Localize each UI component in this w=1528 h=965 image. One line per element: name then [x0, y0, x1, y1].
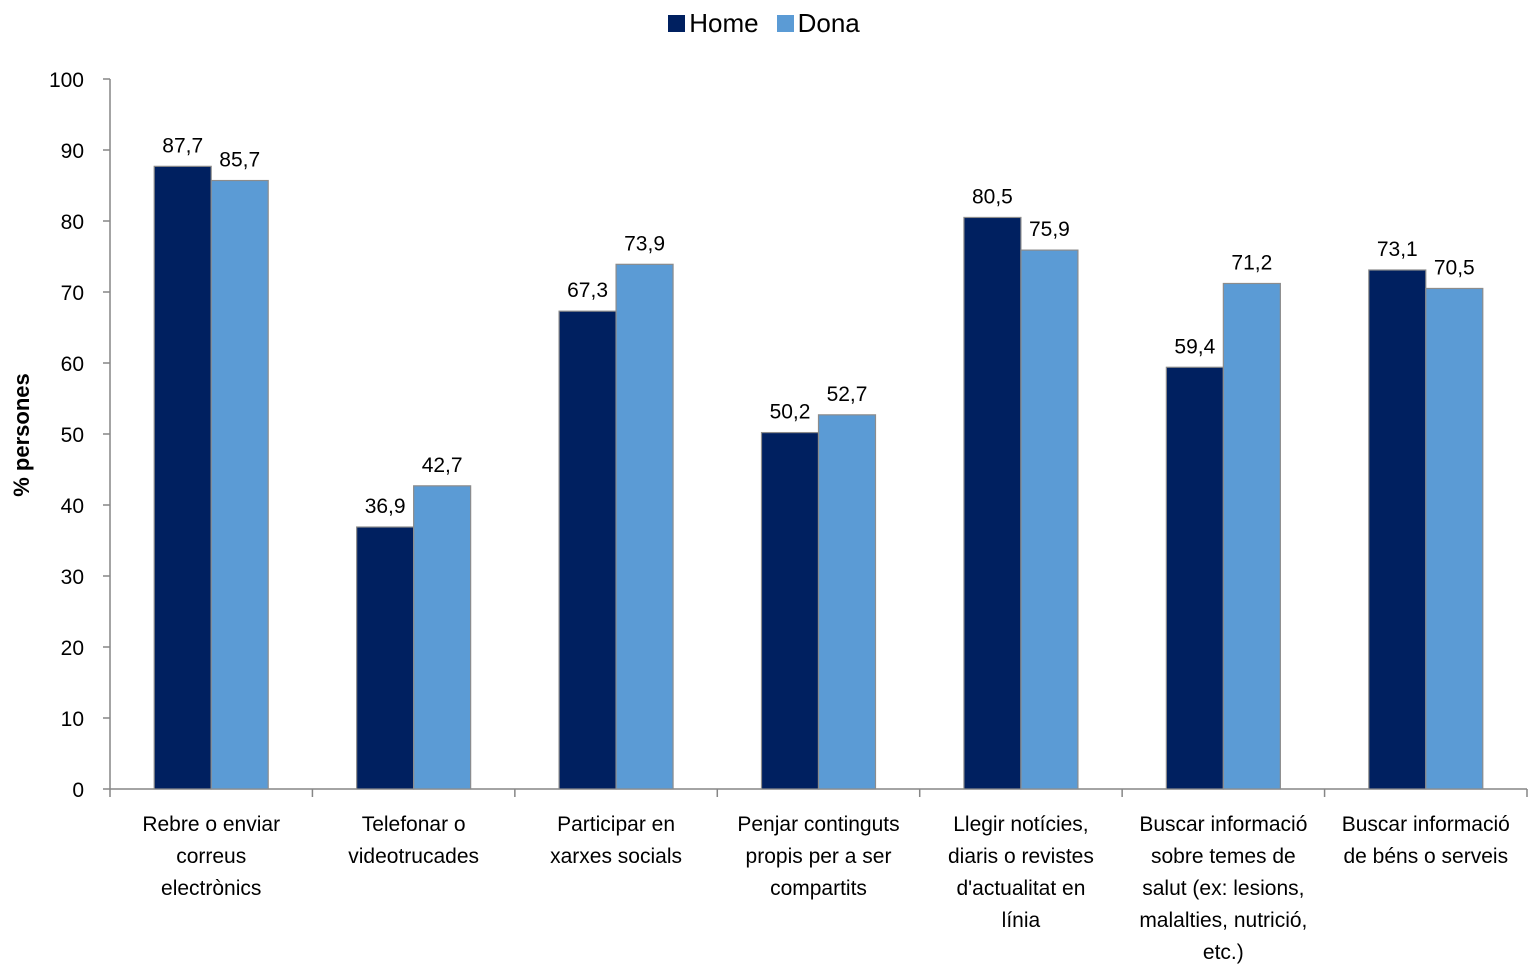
legend-swatch-home: [668, 15, 686, 32]
data-label: 73,9: [624, 232, 665, 255]
bar-dona: [1222, 282, 1281, 790]
bar-home: [153, 165, 212, 790]
y-tick-label: 50: [61, 424, 84, 447]
bar-home: [1165, 366, 1224, 790]
data-label: 75,9: [1029, 218, 1070, 241]
data-label: 80,5: [972, 185, 1013, 208]
bar-dona: [1020, 249, 1079, 790]
legend-label-home: Home: [689, 8, 759, 38]
y-tick-label: 0: [72, 779, 84, 802]
category-label: electrònics: [161, 877, 261, 900]
legend-label-dona: Dona: [797, 8, 860, 38]
y-tick-label: 100: [49, 69, 84, 92]
legend-item-dona: Dona: [776, 8, 860, 39]
data-label: 52,7: [827, 383, 868, 406]
category-label: propis per a ser: [746, 845, 892, 868]
data-label: 59,4: [1174, 335, 1215, 358]
category-label: etc.): [1203, 941, 1244, 964]
category-label: línia: [1002, 909, 1041, 932]
bar-dona: [817, 414, 877, 790]
bar-home: [1368, 269, 1427, 790]
legend: Home Dona: [0, 8, 1528, 39]
data-label: 67,3: [567, 279, 608, 302]
data-label: 36,9: [365, 495, 406, 518]
data-label: 87,7: [162, 134, 203, 157]
category-label: de béns o serveis: [1343, 845, 1508, 868]
y-tick-label: 40: [61, 495, 84, 518]
category-label: malalties, nutrició,: [1139, 909, 1307, 932]
y-tick-label: 30: [61, 566, 84, 589]
category-label: Telefonar o: [362, 813, 466, 836]
bar-dona: [210, 179, 269, 790]
category-label: sobre temes de: [1151, 845, 1296, 868]
category-label: salut (ex: lesions,: [1142, 877, 1304, 900]
legend-swatch-dona: [776, 15, 794, 32]
legend-item-home: Home: [668, 8, 759, 39]
y-tick-label: 60: [61, 353, 84, 376]
category-label: d'actualitat en: [956, 877, 1085, 900]
bar-dona: [615, 263, 674, 790]
bar-home: [760, 431, 820, 790]
y-tick-label: 70: [61, 282, 84, 305]
y-tick-label: 90: [61, 140, 84, 163]
y-tick-label: 10: [61, 708, 84, 731]
bar-home: [356, 526, 415, 790]
category-label: Buscar informació: [1139, 813, 1307, 836]
bar-home: [558, 310, 617, 790]
bar-dona: [413, 485, 472, 790]
data-label: 70,5: [1434, 256, 1475, 279]
bar-dona: [1425, 287, 1484, 790]
data-label: 42,7: [422, 454, 463, 477]
category-label: diaris o revistes: [948, 845, 1094, 868]
category-label: Buscar informació: [1342, 813, 1510, 836]
y-tick-label: 20: [61, 637, 84, 660]
category-label: xarxes socials: [550, 845, 682, 868]
data-label: 71,2: [1231, 251, 1272, 274]
data-label: 73,1: [1377, 238, 1418, 261]
category-label: Rebre o enviar: [142, 813, 280, 836]
data-label: 50,2: [770, 401, 811, 424]
bar-home: [963, 216, 1022, 790]
y-tick-label: 80: [61, 211, 84, 234]
category-label: Participar en: [557, 813, 675, 836]
category-label: compartits: [770, 877, 867, 900]
category-label: Penjar continguts: [737, 813, 899, 836]
category-label: correus: [176, 845, 246, 868]
data-label: 85,7: [219, 149, 260, 172]
category-label: Llegir notícies,: [953, 813, 1088, 836]
category-label: videotrucades: [348, 845, 479, 868]
